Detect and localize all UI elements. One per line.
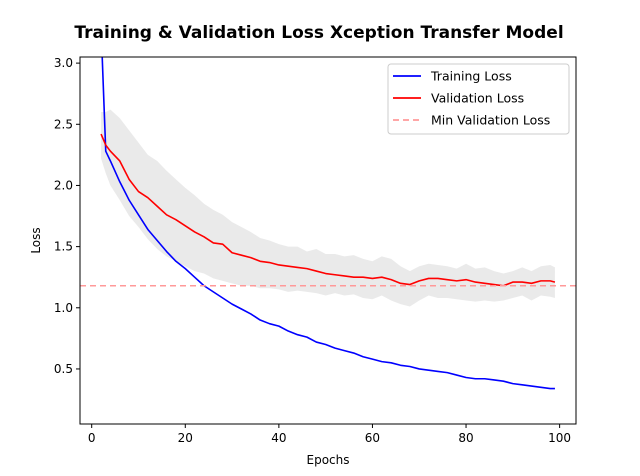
y-tick-label: 2.0 <box>54 178 73 192</box>
x-tick-label: 60 <box>365 431 380 445</box>
y-tick-label: 3.0 <box>54 56 73 70</box>
y-tick-label: 2.5 <box>54 117 73 131</box>
y-tick-label: 1.0 <box>54 301 73 315</box>
x-axis: 0 20 40 60 80 100 <box>88 424 571 445</box>
legend-label-min-validation-loss: Min Validation Loss <box>431 113 550 128</box>
legend-box <box>387 63 570 135</box>
x-axis-label: Epochs <box>307 453 350 467</box>
x-tick-label: 80 <box>458 431 473 445</box>
band-layer <box>101 109 555 307</box>
plot-frame <box>79 56 577 425</box>
x-tick-label: 20 <box>178 431 193 445</box>
x-tick-label: 0 <box>88 431 96 445</box>
legend: Training Loss Validation Loss Min Validati… <box>387 63 570 135</box>
validation-loss-band <box>101 109 555 307</box>
x-tick-label: 40 <box>271 431 286 445</box>
validation-loss-line <box>100 133 556 287</box>
x-tick-label: 100 <box>548 431 571 445</box>
y-tick-label: 1.5 <box>54 240 73 254</box>
training-loss-line <box>101 57 555 390</box>
y-tick-label: 0.5 <box>54 362 73 376</box>
y-axis: 0.5 1.0 1.5 2.0 2.5 3.0 <box>54 56 80 376</box>
legend-label-validation-loss: Validation Loss <box>431 91 524 106</box>
series-layer <box>80 57 576 390</box>
y-axis-label: Loss <box>29 227 43 253</box>
legend-label-training-loss: Training Loss <box>430 69 512 84</box>
chart-title: Training & Validation Loss Xception Tran… <box>74 23 563 43</box>
